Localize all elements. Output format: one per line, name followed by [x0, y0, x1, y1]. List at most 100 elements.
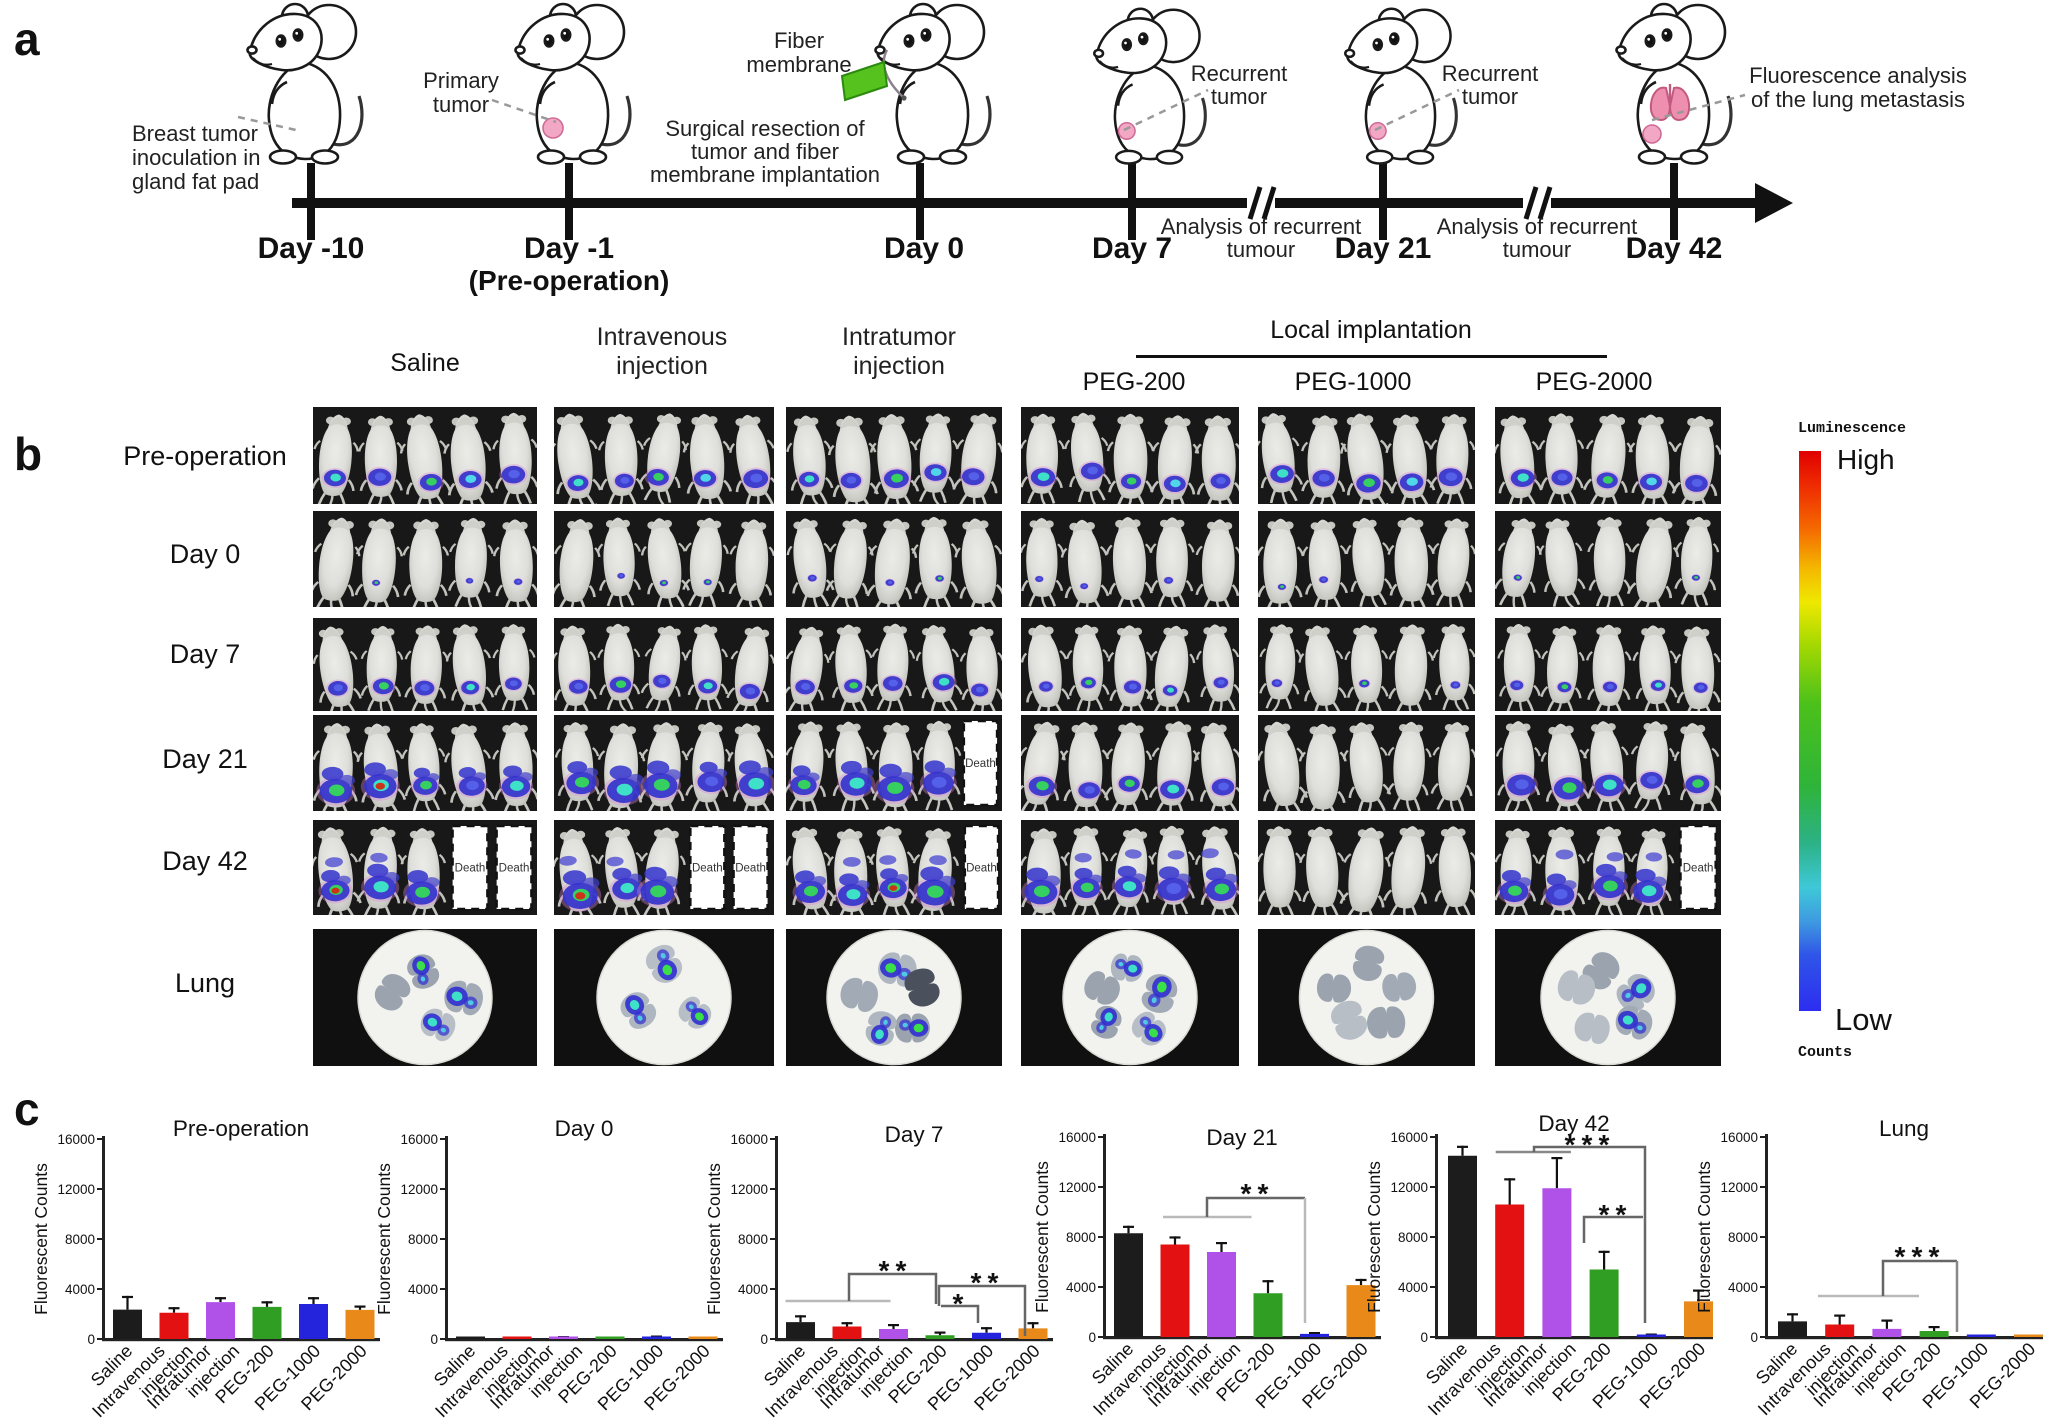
svg-text:Day 7: Day 7	[885, 1122, 944, 1147]
svg-text:Death: Death	[455, 863, 486, 875]
svg-text:8000: 8000	[65, 1232, 95, 1247]
svg-text:4000: 4000	[738, 1282, 768, 1297]
svg-text:injection: injection	[853, 352, 945, 380]
svg-text:*: *	[1912, 1241, 1923, 1272]
svg-text:*: *	[988, 1267, 999, 1298]
svg-text:*: *	[879, 1255, 890, 1286]
svg-text:16000: 16000	[1720, 1130, 1758, 1145]
svg-text:High: High	[1837, 444, 1895, 475]
svg-text:*: *	[971, 1267, 982, 1298]
svg-text:gland fat pad: gland fat pad	[132, 169, 259, 194]
svg-text:tumour: tumour	[1503, 237, 1571, 262]
svg-text:membrane: membrane	[746, 52, 851, 77]
svg-text:Day -1: Day -1	[524, 232, 614, 265]
svg-text:(Pre-operation): (Pre-operation)	[469, 265, 670, 296]
svg-text:8000: 8000	[1398, 1230, 1428, 1245]
svg-text:Analysis of recurrent: Analysis of recurrent	[1161, 214, 1362, 239]
svg-text:of the lung metastasis: of the lung metastasis	[1751, 87, 1965, 112]
svg-text:Fiber: Fiber	[774, 28, 824, 53]
svg-text:4000: 4000	[65, 1282, 95, 1297]
svg-text:0: 0	[430, 1332, 438, 1347]
svg-text:Fluorescent Counts: Fluorescent Counts	[374, 1163, 394, 1315]
svg-text:*: *	[1895, 1241, 1906, 1272]
svg-text:a: a	[14, 13, 40, 65]
svg-text:0: 0	[1088, 1330, 1096, 1345]
svg-text:0: 0	[760, 1332, 768, 1347]
svg-text:Fluorescence analysis: Fluorescence analysis	[1749, 63, 1967, 88]
svg-text:8000: 8000	[408, 1232, 438, 1247]
svg-text:Recurrent: Recurrent	[1442, 61, 1539, 86]
svg-text:*: *	[1616, 1199, 1627, 1230]
svg-text:8000: 8000	[738, 1232, 768, 1247]
svg-text:*: *	[1929, 1241, 1940, 1272]
svg-text:4000: 4000	[1066, 1280, 1096, 1295]
svg-text:tumour: tumour	[1227, 237, 1295, 262]
svg-text:Death: Death	[1683, 863, 1714, 875]
svg-text:Day 21: Day 21	[1206, 1125, 1277, 1150]
svg-text:Day 7: Day 7	[1092, 232, 1172, 265]
svg-text:Fluorescent Counts: Fluorescent Counts	[1364, 1161, 1384, 1313]
svg-text:Fluorescent Counts: Fluorescent Counts	[1032, 1161, 1052, 1313]
svg-text:4000: 4000	[408, 1282, 438, 1297]
svg-text:12000: 12000	[730, 1182, 768, 1197]
svg-text:membrane implantation: membrane implantation	[650, 162, 880, 187]
svg-text:*: *	[1582, 1129, 1593, 1160]
svg-text:PEG-1000: PEG-1000	[1295, 368, 1412, 396]
svg-text:b: b	[14, 428, 42, 480]
svg-text:Recurrent: Recurrent	[1191, 61, 1288, 86]
svg-text:tumor and fiber: tumor and fiber	[691, 139, 839, 164]
svg-text:12000: 12000	[1390, 1180, 1428, 1195]
svg-text:12000: 12000	[400, 1182, 438, 1197]
svg-text:Fluorescent Counts: Fluorescent Counts	[1694, 1161, 1714, 1313]
svg-text:Fluorescent Counts: Fluorescent Counts	[31, 1163, 51, 1315]
svg-text:Breast tumor: Breast tumor	[132, 121, 258, 146]
svg-text:*: *	[896, 1255, 907, 1286]
svg-text:tumor: tumor	[433, 92, 489, 117]
svg-text:*: *	[1565, 1129, 1576, 1160]
svg-text:Day 21: Day 21	[162, 744, 248, 774]
svg-text:Day 0: Day 0	[170, 539, 241, 569]
svg-text:injection: injection	[616, 352, 708, 380]
svg-text:c: c	[14, 1083, 40, 1135]
svg-text:4000: 4000	[1398, 1280, 1428, 1295]
svg-text:Surgical resection of: Surgical resection of	[665, 116, 865, 141]
svg-text:Day 21: Day 21	[1335, 232, 1432, 265]
svg-text:12000: 12000	[57, 1182, 95, 1197]
svg-text:Day 42: Day 42	[162, 846, 248, 876]
svg-text:Death: Death	[692, 863, 723, 875]
svg-text:Day 42: Day 42	[1538, 1111, 1609, 1136]
svg-text:0: 0	[1420, 1330, 1428, 1345]
svg-text:*: *	[953, 1288, 964, 1319]
svg-text:Day -10: Day -10	[258, 232, 365, 265]
svg-text:0: 0	[87, 1332, 95, 1347]
svg-text:0: 0	[1750, 1330, 1758, 1345]
svg-text:Saline: Saline	[390, 349, 460, 377]
svg-text:8000: 8000	[1728, 1230, 1758, 1245]
svg-text:Day 7: Day 7	[170, 639, 241, 669]
svg-text:Local implantation: Local implantation	[1270, 316, 1472, 344]
svg-text:tumor: tumor	[1211, 84, 1267, 109]
svg-text:16000: 16000	[730, 1132, 768, 1147]
svg-text:Luminescence: Luminescence	[1798, 420, 1906, 437]
svg-text:Fluorescent Counts: Fluorescent Counts	[704, 1163, 724, 1315]
svg-text:12000: 12000	[1720, 1180, 1758, 1195]
svg-text:16000: 16000	[400, 1132, 438, 1147]
svg-text:Pre-operation: Pre-operation	[173, 1116, 309, 1141]
svg-text:Death: Death	[499, 863, 530, 875]
svg-text:Death: Death	[966, 863, 997, 875]
svg-text:Analysis of recurrent: Analysis of recurrent	[1437, 214, 1638, 239]
svg-text:Death: Death	[965, 758, 996, 770]
svg-text:Counts: Counts	[1798, 1044, 1852, 1061]
svg-text:8000: 8000	[1066, 1230, 1096, 1245]
svg-text:Lung: Lung	[1879, 1116, 1929, 1141]
svg-text:Day 42: Day 42	[1626, 232, 1723, 265]
svg-text:16000: 16000	[1058, 1130, 1096, 1145]
svg-text:Intratumor: Intratumor	[842, 323, 956, 351]
svg-text:tumor: tumor	[1462, 84, 1518, 109]
svg-text:*: *	[1599, 1199, 1610, 1230]
svg-text:Death: Death	[735, 863, 766, 875]
svg-text:Intravenous: Intravenous	[597, 323, 728, 351]
svg-text:PEG-2000: PEG-2000	[1536, 368, 1653, 396]
svg-text:*: *	[1599, 1129, 1610, 1160]
svg-text:16000: 16000	[1390, 1130, 1428, 1145]
